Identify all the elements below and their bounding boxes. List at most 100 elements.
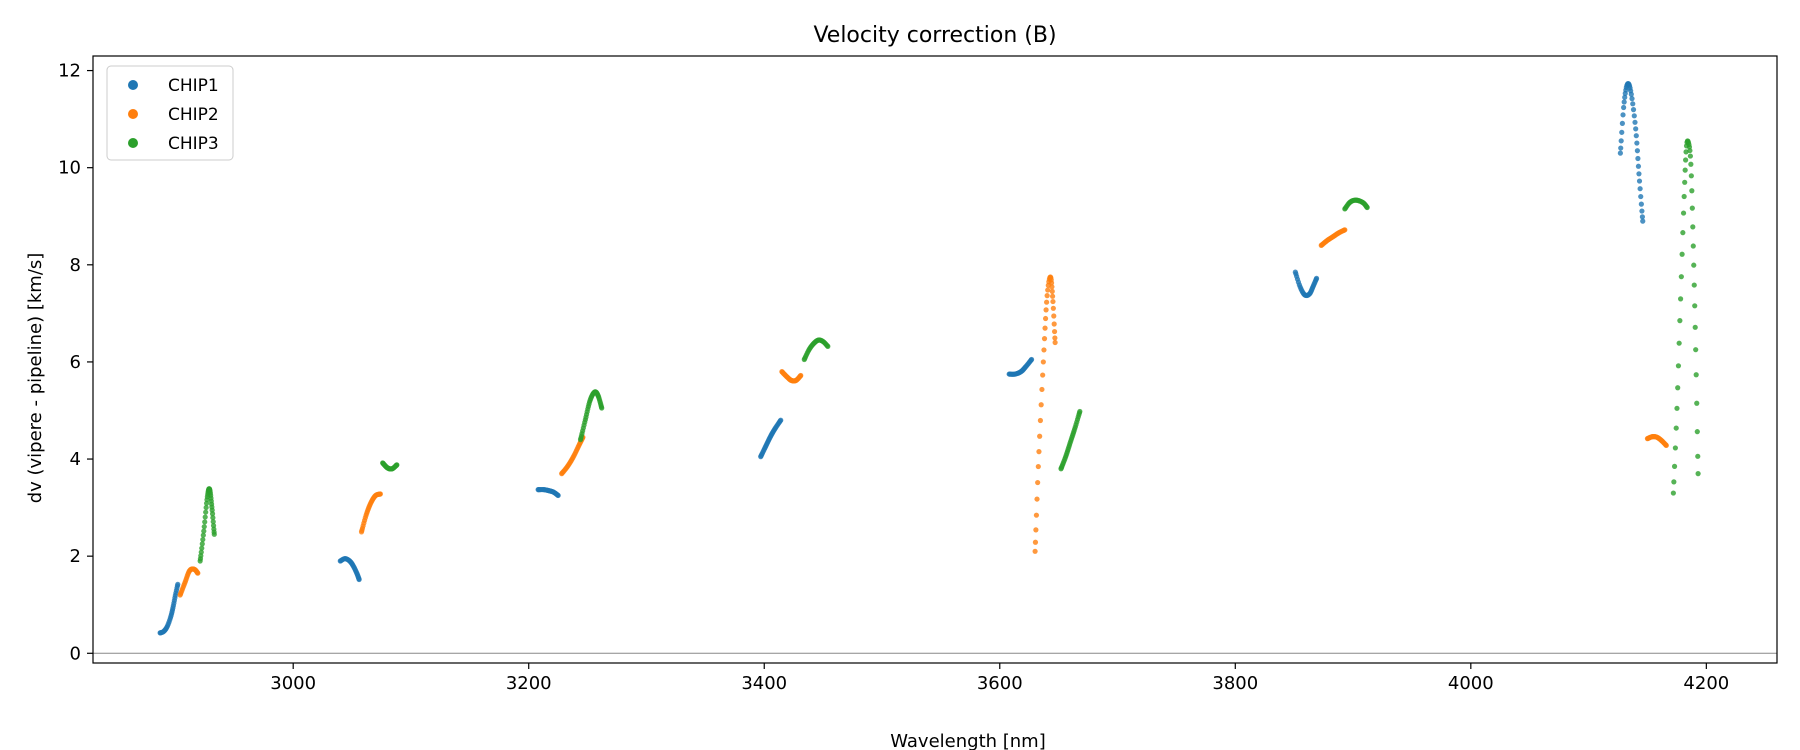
data-point xyxy=(1618,138,1624,144)
data-point xyxy=(1674,405,1680,411)
series-chip2-segment-5 xyxy=(1032,274,1058,554)
data-point xyxy=(394,462,400,468)
data-point xyxy=(1619,129,1625,135)
series-chip1 xyxy=(157,80,1646,636)
data-point xyxy=(1680,210,1687,216)
series-chip1-segment-4 xyxy=(758,417,784,460)
series-chip3-segment-5 xyxy=(1058,408,1083,472)
y-tick-label: 4 xyxy=(70,449,81,470)
x-tick-label: 3600 xyxy=(977,673,1023,694)
data-point xyxy=(1694,400,1700,406)
legend-marker-chip2 xyxy=(128,109,138,119)
series-chip3-segment-1 xyxy=(197,486,217,564)
series-chip1-segment-7 xyxy=(1617,80,1646,224)
series-chip2-segment-6 xyxy=(1318,227,1348,248)
data-point xyxy=(1044,293,1050,299)
data-point xyxy=(1635,155,1641,162)
data-point xyxy=(1634,148,1640,154)
data-point xyxy=(1619,120,1625,126)
data-point xyxy=(202,514,208,520)
series-chip2-segment-2 xyxy=(358,491,383,535)
data-point xyxy=(201,528,207,534)
y-tick-label: 8 xyxy=(70,255,81,276)
data-point xyxy=(1364,204,1370,211)
data-point xyxy=(203,504,209,511)
data-point xyxy=(1676,340,1682,346)
data-point xyxy=(1032,548,1038,554)
data-point xyxy=(1077,408,1083,415)
data-point xyxy=(1690,224,1696,230)
data-point xyxy=(599,405,605,411)
data-point xyxy=(1052,335,1058,341)
data-point xyxy=(1632,119,1638,125)
data-point xyxy=(1050,298,1056,305)
data-point xyxy=(825,343,831,349)
data-point xyxy=(1634,140,1640,146)
y-tick-label: 2 xyxy=(70,546,81,567)
data-point xyxy=(1636,171,1642,177)
plot-frame xyxy=(92,55,1778,664)
series-chip1-segment-6 xyxy=(1292,269,1320,299)
data-point xyxy=(1688,161,1694,167)
data-point xyxy=(1691,262,1697,268)
data-point xyxy=(1682,167,1688,173)
data-point xyxy=(1041,336,1048,342)
series-chip3-segment-3 xyxy=(577,389,605,443)
data-point xyxy=(1035,479,1041,486)
data-point xyxy=(1695,453,1701,459)
data-point xyxy=(1051,321,1057,327)
data-point xyxy=(1636,178,1643,184)
series-chip2-segment-4 xyxy=(779,369,804,384)
data-point xyxy=(1637,186,1643,192)
x-tick-label: 3200 xyxy=(506,673,552,694)
data-point xyxy=(1036,449,1042,455)
y-tick-label: 0 xyxy=(70,643,81,664)
data-point xyxy=(1675,363,1682,369)
x-tick-label: 3800 xyxy=(1212,673,1258,694)
x-tick-label: 3400 xyxy=(741,673,787,694)
data-point xyxy=(1681,193,1687,200)
data-point xyxy=(1049,293,1056,299)
data-point xyxy=(1687,147,1693,154)
data-point xyxy=(798,372,804,379)
y-axis-label: dv (vipere - pipeline) [km/s] xyxy=(25,253,46,504)
data-point xyxy=(1037,417,1044,424)
data-point xyxy=(1629,96,1635,102)
data-point xyxy=(1049,284,1055,290)
series-chip3 xyxy=(197,138,1701,564)
data-point xyxy=(1672,445,1678,451)
series-chip1-segment-3 xyxy=(535,486,561,499)
data-point xyxy=(1039,386,1045,393)
data-point xyxy=(1679,251,1685,257)
legend-label-chip3: CHIP3 xyxy=(168,134,219,154)
data-point xyxy=(377,491,383,497)
data-point xyxy=(1050,305,1056,311)
data-point xyxy=(1635,163,1642,169)
data-point xyxy=(1037,433,1043,439)
data-point xyxy=(1052,339,1058,346)
data-point xyxy=(199,545,205,551)
series-chip3-segment-6 xyxy=(1342,197,1370,212)
data-point xyxy=(1041,347,1047,353)
series-chip1-segment-2 xyxy=(337,556,362,583)
y-tick-label: 10 xyxy=(58,158,81,179)
data-point xyxy=(1040,359,1046,365)
data-point xyxy=(198,549,204,555)
data-point xyxy=(203,509,209,515)
data-point xyxy=(1694,429,1700,435)
data-point xyxy=(1640,218,1646,224)
data-point xyxy=(201,524,207,530)
data-point xyxy=(1692,303,1698,309)
data-point xyxy=(1043,307,1049,313)
data-point xyxy=(1671,463,1678,469)
data-point xyxy=(1033,512,1040,518)
chart-title: Velocity correction (B) xyxy=(813,23,1056,48)
legend-frame xyxy=(106,65,234,161)
data-point xyxy=(778,417,784,423)
data-point xyxy=(1628,91,1634,97)
data-point xyxy=(1692,324,1698,330)
data-point xyxy=(1680,230,1686,236)
data-point xyxy=(1051,328,1058,335)
